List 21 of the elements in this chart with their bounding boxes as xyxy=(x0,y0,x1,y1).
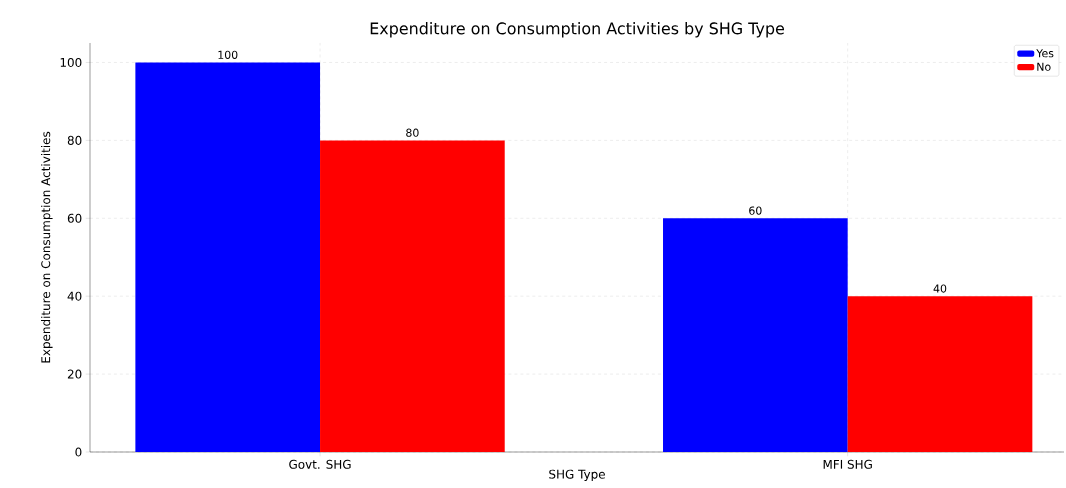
bar xyxy=(135,62,321,452)
y-tick-label: 100 xyxy=(60,57,82,67)
data-label: 60 xyxy=(749,206,762,215)
bar xyxy=(320,140,505,452)
x-tick-label: Govt. SHG xyxy=(289,459,351,469)
y-axis-title: Expenditure on Consumption Activities xyxy=(41,131,53,363)
bar xyxy=(847,296,1033,452)
data-label: 100 xyxy=(218,50,238,59)
x-axis-title: SHG Type xyxy=(549,469,605,482)
y-tick-label: 0 xyxy=(75,447,82,457)
y-tick-label: 80 xyxy=(67,135,82,145)
bar xyxy=(663,218,848,452)
y-tick-label: 40 xyxy=(67,291,82,301)
legend-label: Yes xyxy=(1036,49,1054,58)
x-tick-label: MFI SHG xyxy=(823,459,872,469)
legend-label: No xyxy=(1037,62,1051,71)
chart-title: Expenditure on Consumption Activities by SHG Type xyxy=(370,22,785,38)
y-tick-label: 20 xyxy=(67,369,82,379)
y-tick-label: 60 xyxy=(67,213,82,223)
data-label: 80 xyxy=(406,128,419,137)
data-label: 40 xyxy=(933,284,947,293)
